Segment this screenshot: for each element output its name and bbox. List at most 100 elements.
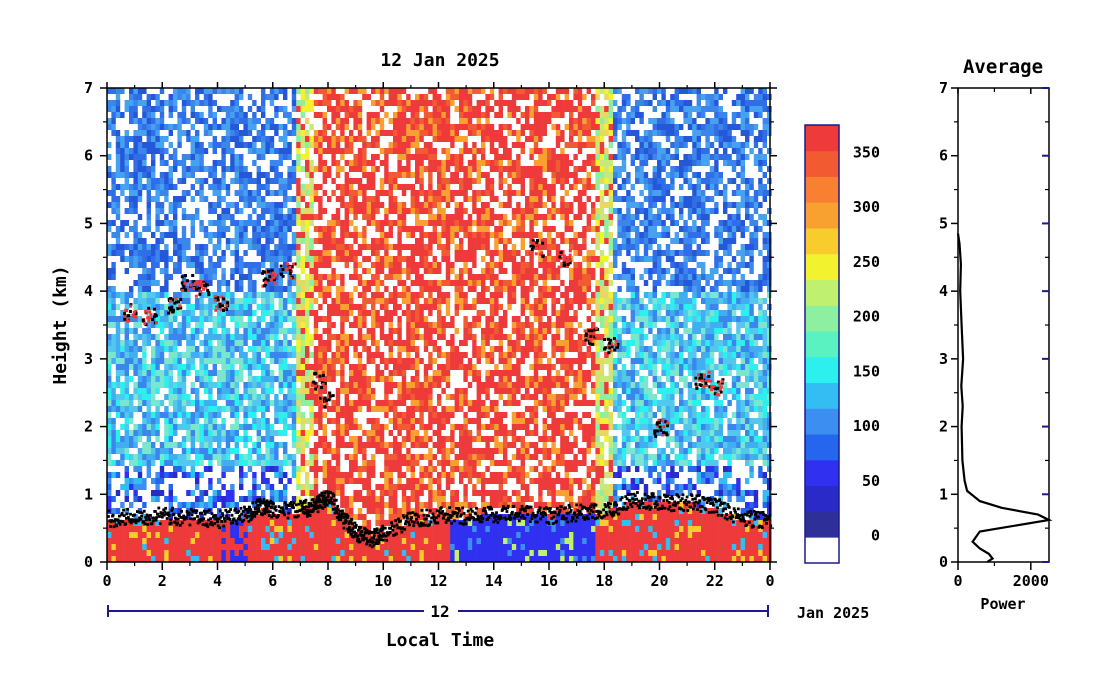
bl-top-echo [421,523,424,527]
bl-top-echo [371,540,375,544]
bl-top-echo [631,501,635,505]
bl-top-echo [699,510,703,513]
bl-top-echo [225,514,228,518]
bl-top-echo [576,509,580,512]
bl-top-echo [438,511,442,515]
bl-top-echo [535,514,538,517]
bl-top-echo [294,503,298,507]
bl-top-echo [377,531,380,535]
bl-top-echo [293,515,297,519]
bl-top-echo [404,522,407,526]
bl-top-echo [230,513,234,517]
bl-top-echo [703,498,706,502]
bl-top-echo [641,502,645,505]
bl-top-echo [265,499,269,503]
x-tick-label: 14 [485,572,503,590]
bl-top-echo [518,511,522,515]
bl-top-echo [756,510,759,514]
bl-top-echo [707,499,710,502]
bl-top-echo [107,515,110,518]
cloud-echo [563,263,567,267]
cloud-echo [285,268,289,272]
bl-top-echo [402,515,406,519]
cloud-echo [206,288,210,292]
bl-top-echo [267,514,271,517]
cloud-echo [562,260,566,264]
bl-top-echo [607,501,610,505]
cloud-echo [592,332,596,336]
bl-top-echo [608,510,612,514]
main-x-ticks: 0 2 4 6 8 10 12 14 16 18 20 22 0 [102,82,775,590]
cloud-echo [716,387,720,390]
bl-top-echo [325,498,329,502]
bl-top-echo [705,501,709,504]
bl-top-echo [764,514,768,518]
bl-top-echo [198,520,201,524]
bl-top-echo [694,500,698,504]
bl-top-echo [253,512,256,516]
bl-top-echo [692,507,695,511]
bl-top-echo [228,518,232,521]
bl-top-echo [428,509,432,513]
colorbar-swatch [805,253,839,280]
cloud-echo [720,379,724,383]
cloud-echo [261,271,265,275]
cloud-echo [290,265,294,269]
bl-top-echo [113,518,117,521]
cloud-echo [179,306,183,310]
bl-top-echo [756,515,760,519]
cloud-echo [695,386,699,390]
bl-top-echo [589,509,593,512]
bl-top-echo [678,506,682,510]
bl-top-echo [738,517,742,521]
bl-top-echo [435,516,438,520]
bl-top-echo [734,516,738,519]
cloud-echo [289,273,293,277]
cloud-echo [567,259,571,263]
cloud-echo [269,278,273,282]
bl-top-echo [442,516,445,520]
bl-top-echo [410,516,413,519]
bl-top-echo [378,538,382,541]
bl-top-echo [351,522,354,526]
bl-top-echo [205,510,209,513]
cloud-echo [289,277,293,280]
bl-top-echo [523,516,527,520]
bl-top-echo [560,505,563,509]
bl-top-echo [596,516,599,520]
bl-top-echo [489,513,493,517]
bl-top-echo [325,503,329,507]
bl-top-echo [283,513,286,517]
bl-top-echo [636,491,639,494]
cloud-echo [148,316,152,320]
bl-top-echo [474,512,478,516]
bl-top-echo [573,511,576,515]
colorbar-swatch [805,408,839,435]
bl-top-echo [242,518,246,522]
bl-top-echo [121,520,125,523]
bl-top-echo [404,520,408,523]
cloud-echo [694,382,698,386]
bl-top-echo [349,532,353,536]
bl-top-echo [125,517,128,520]
bl-top-echo [637,499,641,503]
cloud-echo [594,334,598,338]
cloud-echo [313,381,317,385]
bl-top-echo [528,505,532,509]
bl-top-echo [517,514,520,518]
bl-top-echo [667,501,671,504]
cloud-echo [328,394,332,398]
bl-top-echo [434,521,438,525]
bl-top-echo [401,514,405,517]
bl-top-echo [162,508,166,512]
cloud-echo [199,280,203,284]
bl-top-echo [666,494,670,498]
bl-top-echo [558,510,561,514]
bl-top-echo [584,507,588,510]
bl-top-echo [555,519,558,523]
bl-top-echo [627,492,630,496]
cloud-echo [186,288,189,292]
bl-top-echo [630,505,634,509]
cloud-echo [291,262,295,266]
bl-top-echo [640,497,644,501]
